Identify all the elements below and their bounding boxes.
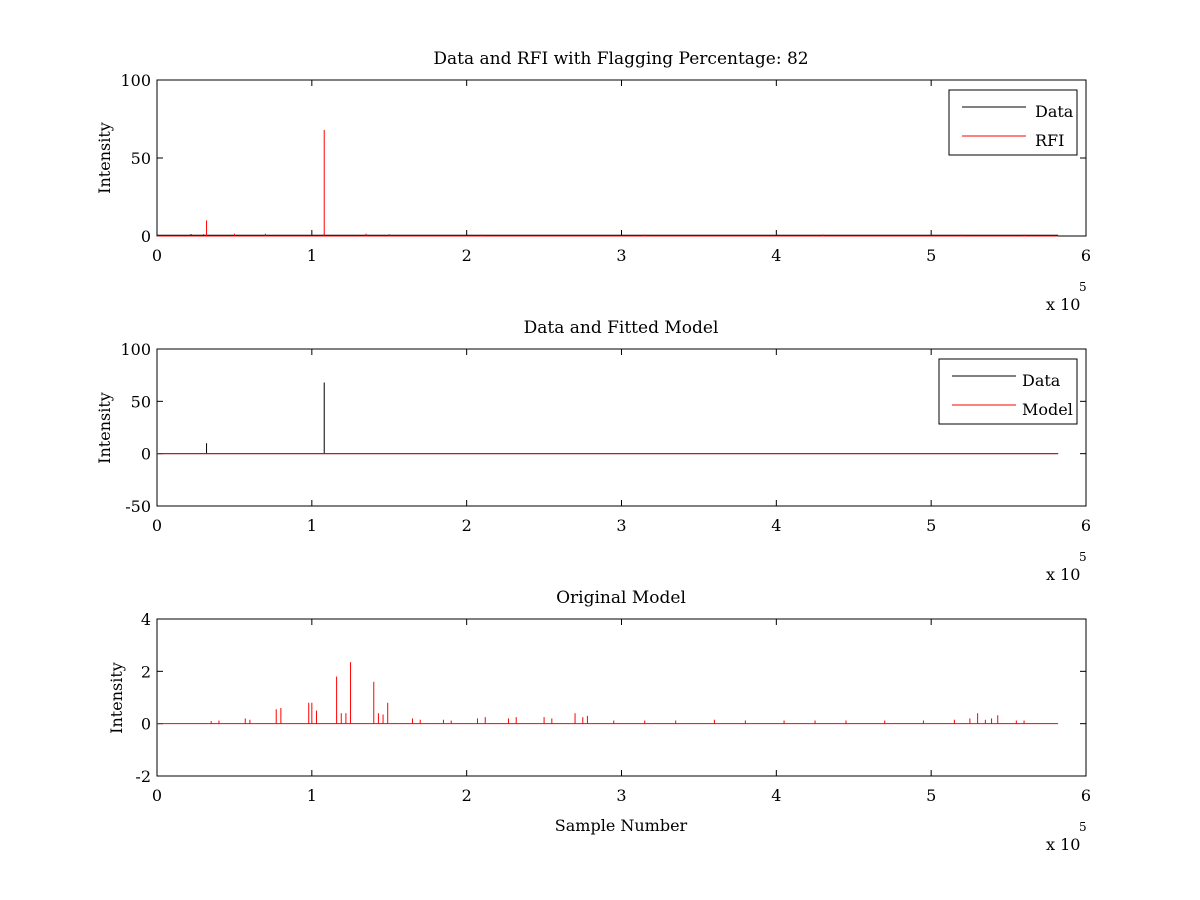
x-tick-label: 4 [771, 516, 781, 535]
axes-box [156, 618, 1087, 777]
x-tick-label: 5 [926, 786, 936, 805]
subplot-title: Original Model [556, 588, 686, 608]
x-tick-label: 2 [462, 246, 472, 265]
x-tick-label: 1 [307, 246, 317, 265]
y-tick-label: 100 [120, 71, 151, 90]
x-tick-label: 2 [462, 786, 472, 805]
series-model [157, 662, 1059, 725]
x-tick-label: 4 [771, 786, 781, 805]
x-exponent-power: 5 [1079, 550, 1087, 564]
x-exponent-base: x 10 [1046, 835, 1080, 854]
x-tick-label: 2 [462, 516, 472, 535]
x-tick-label: 3 [616, 246, 626, 265]
legend: Data Model [938, 358, 1078, 425]
x-tick-label: 6 [1081, 516, 1091, 535]
y-axis-label: Intensity [95, 392, 114, 464]
y-tick-label: -2 [135, 767, 151, 786]
x-exponent-base: x 10 [1046, 295, 1080, 314]
axes-box [156, 348, 1087, 507]
x-exponent: x 10 5 [1046, 280, 1087, 314]
y-tick-label: 0 [141, 227, 151, 246]
x-tick-label: 3 [616, 516, 626, 535]
x-tick-label: 6 [1081, 786, 1091, 805]
series-rfi [157, 129, 1059, 237]
y-tick-label: 4 [141, 610, 151, 629]
subplot-title: Data and RFI with Flagging Percentage: 8… [433, 49, 808, 69]
x-tick-label: 1 [307, 786, 317, 805]
x-tick-label: 0 [152, 516, 162, 535]
legend-label-data: Data [1022, 371, 1061, 390]
y-tick-label: 2 [141, 662, 151, 681]
y-tick-label: 0 [141, 715, 151, 734]
y-tick-label: 50 [131, 149, 151, 168]
x-tick-label: 6 [1081, 246, 1091, 265]
subplot-original-model: Original Model Intensity Sample Number 0… [107, 588, 1091, 854]
y-tick-label: 100 [120, 340, 151, 359]
subplot-title: Data and Fitted Model [524, 318, 719, 338]
y-tick-label: 50 [131, 392, 151, 411]
legend-label-rfi: RFI [1035, 131, 1064, 150]
x-tick-label: 0 [152, 786, 162, 805]
x-tick-label: 4 [771, 246, 781, 265]
plot-area [156, 79, 1087, 237]
x-tick-label: 0 [152, 246, 162, 265]
plot-area [156, 618, 1087, 777]
x-exponent-power: 5 [1079, 280, 1087, 294]
x-exponent-base: x 10 [1046, 565, 1080, 584]
subplot-rfi: Data and RFI with Flagging Percentage: 8… [95, 49, 1091, 314]
x-exponent: x 10 5 [1046, 820, 1087, 854]
x-exponent-power: 5 [1079, 820, 1087, 834]
subplot-fitted-model: Data and Fitted Model Intensity 0 1 2 3 4 5 6 -… [95, 318, 1091, 584]
x-exponent: x 10 5 [1046, 550, 1087, 584]
y-tick-label: -50 [125, 497, 151, 516]
y-axis-label: Intensity [107, 662, 126, 734]
x-tick-label: 3 [616, 786, 626, 805]
x-tick-label: 5 [926, 246, 936, 265]
x-tick-label: 5 [926, 516, 936, 535]
y-axis-label: Intensity [95, 122, 114, 194]
legend: Data RFI [948, 89, 1078, 156]
legend-label-data: Data [1035, 102, 1074, 121]
x-axis-label: Sample Number [555, 816, 688, 835]
x-tick-label: 1 [307, 516, 317, 535]
plot-area [156, 348, 1087, 507]
y-tick-label: 0 [141, 445, 151, 464]
legend-label-model: Model [1022, 400, 1073, 419]
